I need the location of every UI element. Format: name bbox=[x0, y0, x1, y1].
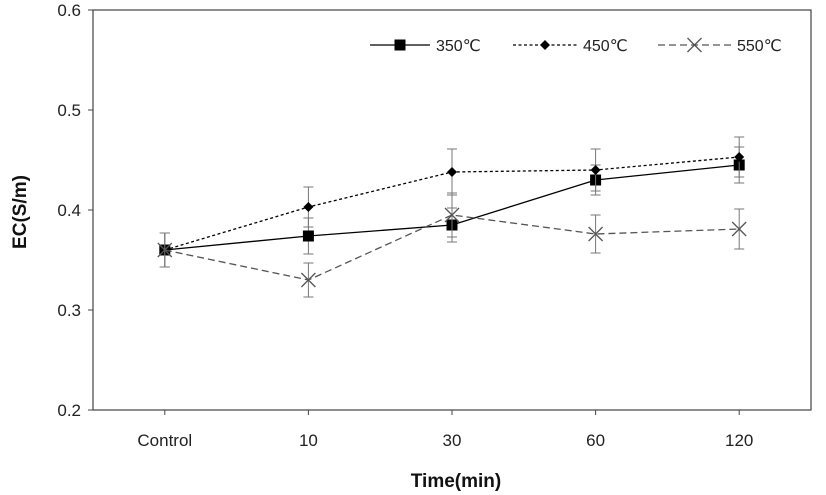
series-line bbox=[164, 214, 740, 281]
y-tick-label: 0.2 bbox=[57, 401, 81, 420]
legend-item: 450℃ bbox=[513, 38, 628, 55]
x-axis: Control 10 30 60 120 bbox=[137, 410, 753, 450]
x-tick-label: 30 bbox=[443, 431, 462, 450]
y-axis-title: EC(S/m) bbox=[10, 175, 31, 249]
y-tick-label: 0.3 bbox=[57, 301, 81, 320]
legend-label: 450℃ bbox=[583, 38, 628, 55]
legend-marker bbox=[687, 37, 702, 53]
series-3 bbox=[157, 192, 747, 298]
x-tick-label: Control bbox=[137, 431, 192, 450]
legend-label: 550℃ bbox=[737, 38, 782, 55]
data-point bbox=[731, 221, 747, 237]
data-point bbox=[302, 230, 314, 242]
data-point bbox=[444, 207, 460, 223]
x-tick-label: 60 bbox=[586, 431, 605, 450]
data-point bbox=[447, 167, 457, 177]
x-tick-label: 120 bbox=[725, 431, 753, 450]
data-point bbox=[588, 226, 604, 242]
series-2 bbox=[159, 136, 745, 268]
data-point bbox=[303, 202, 314, 212]
legend-marker bbox=[540, 40, 550, 50]
data-point bbox=[590, 165, 601, 175]
y-axis: 0.2 0.3 0.4 0.5 0.6 bbox=[57, 1, 93, 420]
legend-item: 550℃ bbox=[658, 37, 782, 55]
legend-label: 350℃ bbox=[436, 38, 481, 55]
data-point bbox=[300, 272, 316, 288]
x-tick-label: 10 bbox=[299, 431, 318, 450]
y-tick-label: 0.4 bbox=[57, 201, 81, 220]
legend: 350℃ 450℃ 550℃ bbox=[370, 37, 782, 55]
y-tick-label: 0.6 bbox=[57, 1, 81, 20]
legend-marker bbox=[394, 39, 406, 51]
x-axis-title: Time(min) bbox=[411, 471, 501, 492]
series-layer bbox=[157, 136, 747, 298]
data-point bbox=[734, 152, 745, 162]
y-tick-label: 0.5 bbox=[57, 101, 81, 120]
data-point bbox=[157, 242, 173, 258]
legend-item: 350℃ bbox=[370, 38, 481, 55]
